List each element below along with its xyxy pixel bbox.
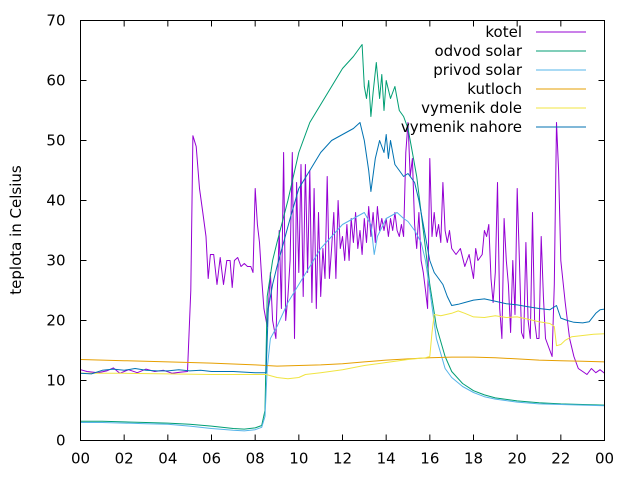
plot-frame [80,20,605,441]
y-tick-label: 0 [56,432,66,450]
y-axis: 0 10 20 30 40 50 60 70 [46,12,605,450]
series-line-odvod-solar [80,44,605,430]
legend-label-kotel: kotel [485,23,522,41]
x-tick-label: 10 [289,450,308,468]
x-tick-label: 00 [595,450,614,468]
series-line-kotel [80,122,605,375]
y-tick-label: 70 [46,12,65,30]
y-axis-title: teplota in Celsius [7,165,25,295]
y-tick-label: 30 [46,252,65,270]
legend-label-kutloch: kutloch [467,80,522,98]
x-tick-label: 00 [71,450,90,468]
x-tick-label: 20 [508,450,527,468]
x-tick-label: 16 [420,450,439,468]
y-tick-label: 40 [46,192,65,210]
x-tick-label: 06 [202,450,221,468]
x-tick-label: 02 [115,450,134,468]
y-tick-label: 20 [46,312,65,330]
x-axis: 00 02 04 06 08 10 12 14 16 18 20 22 00 [71,20,614,468]
series-line-kutloch [80,356,605,367]
series-line-vymenik-dole [80,310,605,380]
x-tick-label: 14 [377,450,396,468]
y-tick-label: 50 [46,132,65,150]
y-tick-label: 60 [46,72,65,90]
x-tick-label: 12 [333,450,352,468]
legend-label-odvod-solar: odvod solar [434,42,522,60]
series-layer [80,44,605,432]
legend-label-vymenik-dole: vymenik dole [421,99,522,117]
legend-label-vymenik-nahore: vymenik nahore [401,118,522,136]
x-tick-label: 08 [246,450,265,468]
x-tick-label: 18 [464,450,483,468]
series-line-vymenik-nahore [80,122,605,375]
legend-label-privod-solar: privod solar [433,61,523,79]
x-tick-label: 22 [551,450,570,468]
series-line-privod-solar [80,212,605,432]
x-tick-label: 04 [158,450,177,468]
y-tick-label: 10 [46,372,65,390]
